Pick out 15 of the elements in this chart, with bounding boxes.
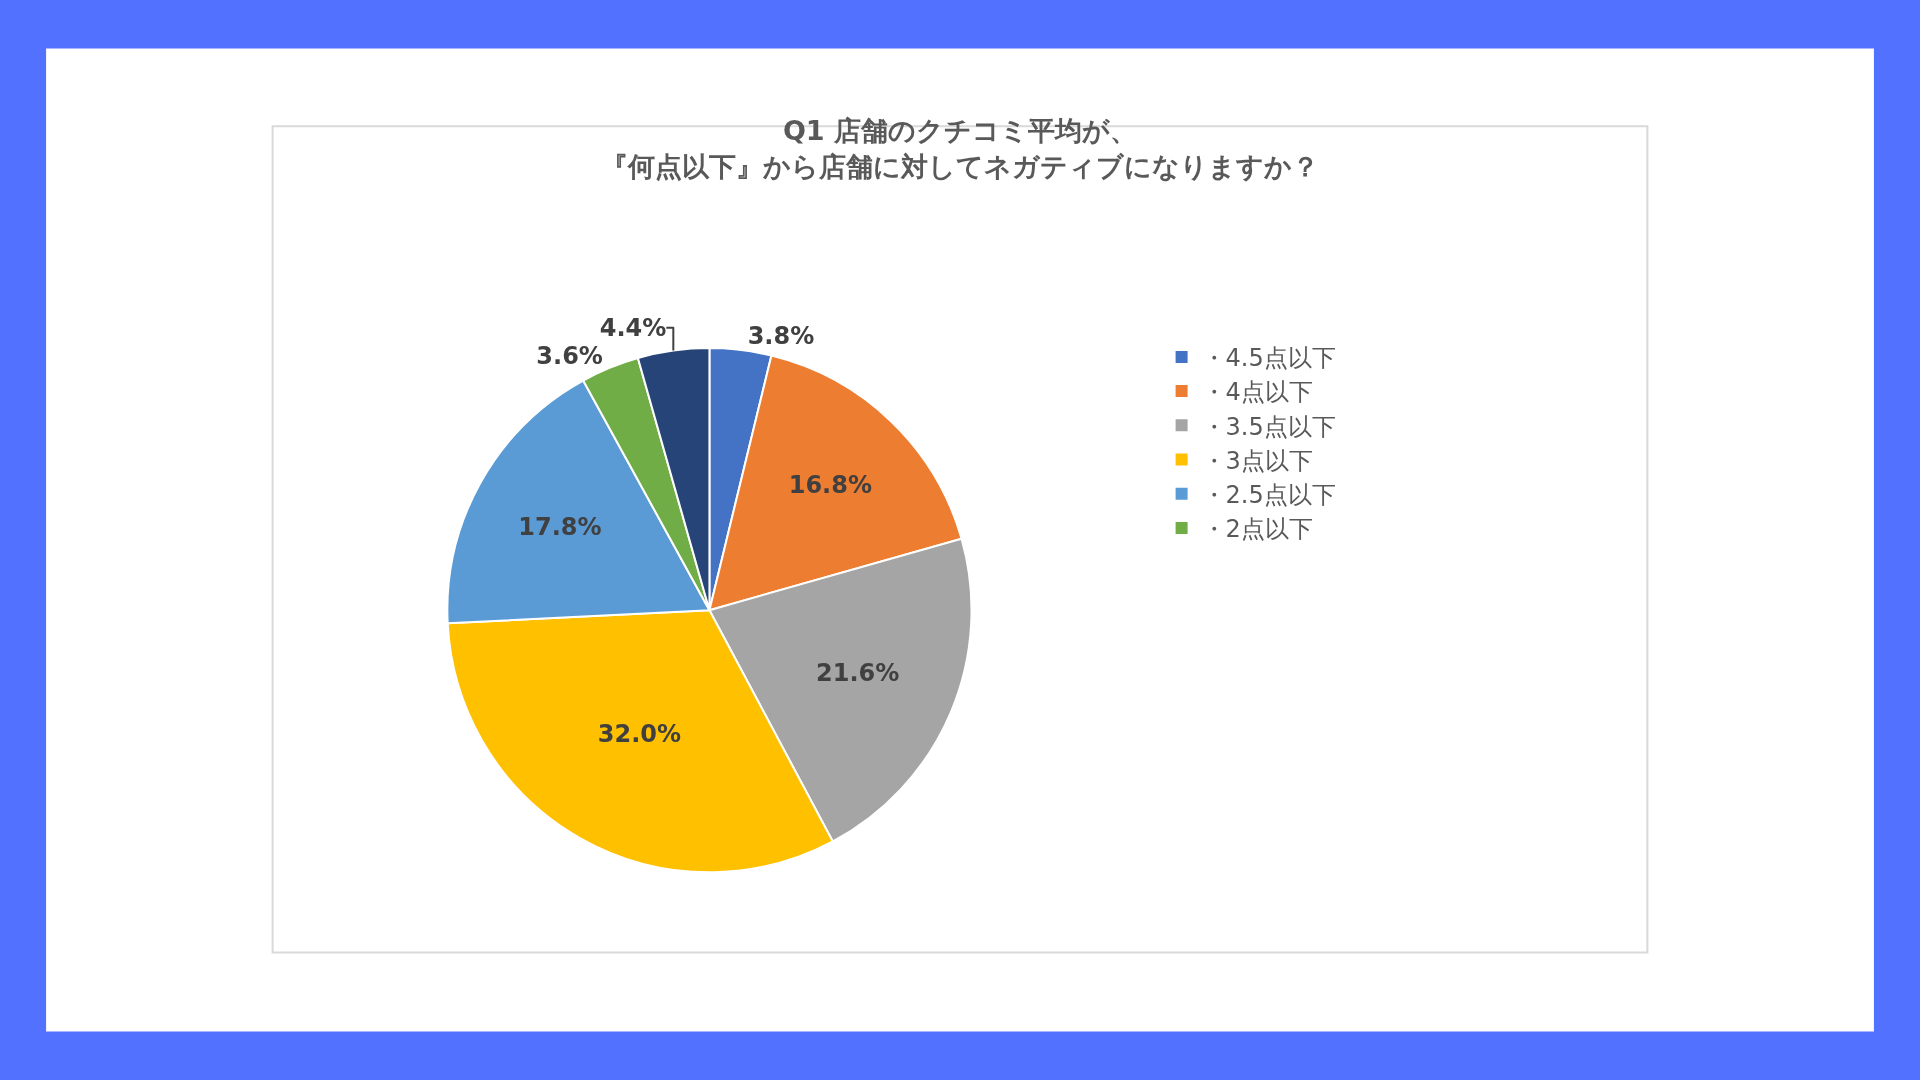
legend-label: ・3.5点以下 xyxy=(1201,412,1336,441)
data-label: 32.0% xyxy=(597,719,682,748)
chart-subtitle: 『何点以下』から店舗に対してネガティブになりますか？ xyxy=(601,150,1319,182)
data-label: 3.6% xyxy=(536,341,603,370)
data-label: 4.4% xyxy=(599,313,667,342)
legend-label: ・2.5点以下 xyxy=(1201,481,1336,510)
data-label: 21.6% xyxy=(815,659,900,688)
chart-title: Q1 店舗のクチコミ平均が、 xyxy=(782,115,1138,147)
legend-label: ・4点以下 xyxy=(1201,378,1313,407)
legend-label: ・2点以下 xyxy=(1201,515,1313,544)
legend-label: ・3点以下 xyxy=(1201,446,1313,475)
legend-label: ・4.5点以下 xyxy=(1201,344,1336,373)
data-label: 16.8% xyxy=(788,470,872,499)
data-label: 3.8% xyxy=(747,322,815,351)
data-label: 17.8% xyxy=(518,512,602,541)
